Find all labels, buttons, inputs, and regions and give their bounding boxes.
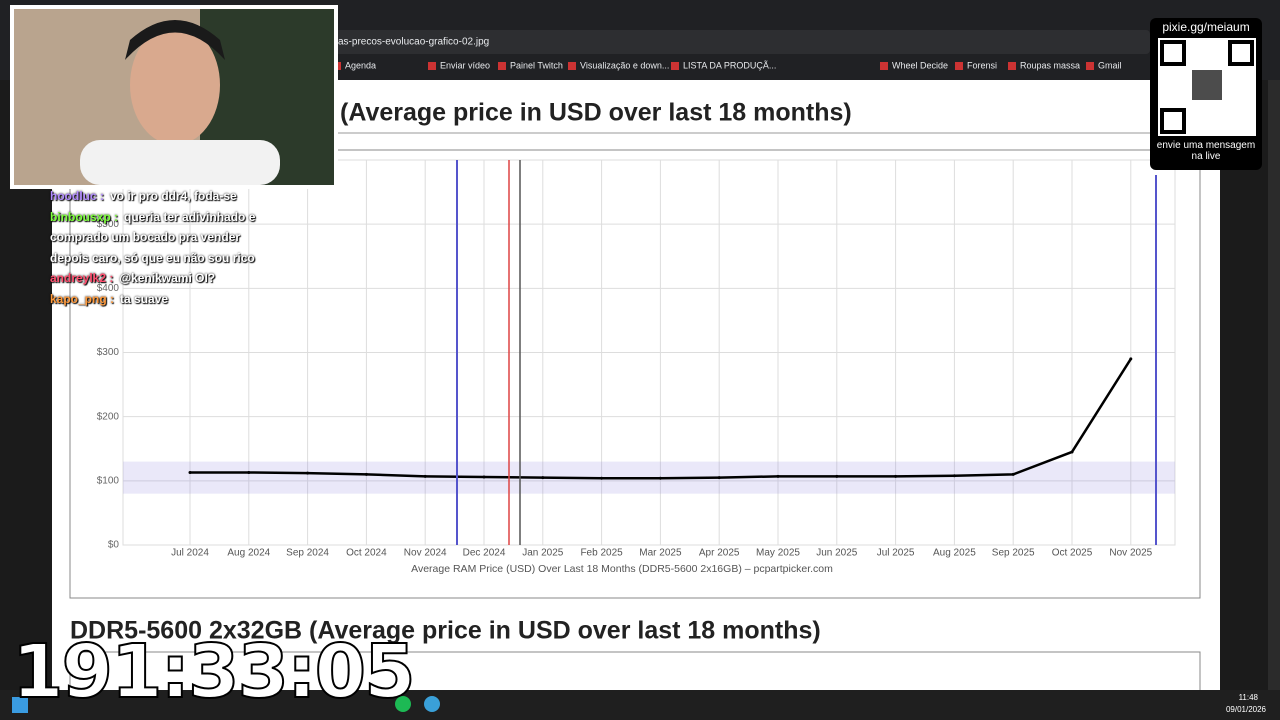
y-tick-label: $100 — [97, 475, 120, 486]
price-point — [835, 474, 839, 478]
chat-message: andreylk2 : @kenikwami OI? — [50, 268, 280, 289]
bookmark[interactable]: Gmail — [1098, 60, 1122, 70]
price-point — [1129, 357, 1133, 361]
price-point — [658, 476, 662, 480]
chart-caption: Average RAM Price (USD) Over Last 18 Mon… — [411, 563, 833, 575]
chat-user[interactable]: binbousxp : — [50, 209, 118, 224]
start-button[interactable] — [12, 697, 28, 713]
chat-text: ta suave — [120, 291, 169, 306]
price-point — [482, 475, 486, 479]
bookmark[interactable]: Visualização e down... — [580, 60, 669, 70]
price-point — [894, 474, 898, 478]
clock-time: 11:48 — [1239, 693, 1259, 702]
app-icon[interactable] — [424, 696, 440, 712]
x-tick-label: Aug 2024 — [227, 548, 270, 559]
x-tick-label: Mar 2025 — [639, 548, 682, 559]
tab-title: as-precos-evolucao-grafico-02.jpg — [338, 37, 489, 48]
price-point — [247, 470, 251, 474]
price-point — [717, 476, 721, 480]
bookmark-icon[interactable] — [1008, 62, 1016, 70]
app-icon[interactable] — [395, 696, 411, 712]
price-point — [306, 471, 310, 475]
qr-caption: envie uma mensagem na live — [1156, 140, 1256, 162]
price-point — [364, 472, 368, 476]
qr-caption-box: envie uma mensagem na live — [1156, 140, 1256, 162]
section-title: DDR5-5600 2x32GB (Average price in USD o… — [70, 617, 821, 645]
y-tick-label: $400 — [97, 283, 120, 294]
x-tick-label: Sep 2024 — [286, 548, 329, 559]
price-point — [776, 474, 780, 478]
bookmarks-bar: Agenda Enviar vídeo Painel Twitch Visualiza… — [333, 60, 1122, 70]
x-tick-label: Sep 2025 — [992, 548, 1035, 559]
bookmark-icon[interactable] — [498, 62, 506, 70]
chat-user[interactable]: hoodluc : — [50, 189, 104, 203]
x-tick-label: Oct 2024 — [346, 548, 387, 559]
bookmark[interactable]: Painel Twitch — [510, 60, 563, 70]
y-tick-label: $500 — [97, 219, 120, 230]
price-point — [423, 474, 427, 478]
y-tick-label: $300 — [97, 347, 120, 358]
x-tick-label: Aug 2025 — [933, 548, 976, 559]
price-point — [541, 476, 545, 480]
address-bar[interactable] — [330, 30, 1150, 54]
x-tick-label: Dec 2024 — [463, 548, 506, 559]
bookmark[interactable]: Wheel Decide — [892, 60, 948, 70]
x-tick-label: Jan 2025 — [522, 548, 564, 559]
x-tick-label: Nov 2024 — [404, 548, 447, 559]
price-point — [1011, 472, 1015, 476]
x-tick-label: Jun 2025 — [816, 548, 858, 559]
price-point — [952, 474, 956, 478]
webcam-face — [130, 25, 220, 145]
bookmark[interactable]: Agenda — [345, 60, 376, 70]
stream-timer: 191:33:05 — [11, 629, 417, 715]
x-tick-label: May 2025 — [756, 548, 800, 559]
chat-message: binbousxp : queria ter adivinhado e compr… — [50, 207, 280, 269]
bookmark[interactable]: LISTA DA PRODUÇÃ... — [683, 60, 776, 70]
qr-modules — [1192, 70, 1222, 100]
x-tick-label: Nov 2025 — [1109, 548, 1152, 559]
price-point — [188, 470, 192, 474]
chat-user[interactable]: kapo_png : — [50, 291, 115, 306]
chart-frame — [69, 149, 1201, 599]
chat-user[interactable]: andreylk2 : — [50, 271, 114, 285]
bookmark-icon[interactable] — [428, 62, 436, 70]
qr-finder — [1160, 40, 1186, 66]
bookmark-icon[interactable] — [671, 62, 679, 70]
bookmark[interactable]: Forensi — [967, 60, 997, 70]
bookmark-icon[interactable] — [880, 62, 888, 70]
x-tick-label: Jul 2025 — [877, 548, 915, 559]
section-title: (Average price in USD over last 18 month… — [340, 99, 852, 127]
bookmark[interactable]: Roupas massa — [1020, 60, 1080, 70]
x-tick-label: Oct 2025 — [1052, 548, 1093, 559]
clock-date: 09/01/2026 — [1226, 705, 1267, 714]
chat: hoodluc : vo ir pro ddr4, foda-se binbousx… — [50, 186, 280, 309]
taskbar — [0, 690, 1280, 720]
bookmark-icon[interactable] — [568, 62, 576, 70]
price-point — [1070, 450, 1074, 454]
y-tick-label: $200 — [97, 411, 120, 422]
chat-text: vo ir pro ddr4, foda-se — [110, 189, 237, 203]
chat-text: @kenikwami OI? — [119, 271, 216, 285]
bookmark-icon[interactable] — [1086, 62, 1094, 70]
bookmark[interactable]: Enviar vídeo — [440, 60, 490, 70]
webcam-hair — [125, 20, 225, 60]
price-point — [600, 476, 604, 480]
webcam-shirt — [80, 140, 280, 185]
y-tick-label: $0 — [108, 540, 120, 551]
x-tick-label: Feb 2025 — [580, 548, 623, 559]
chat-text: queria ter adivinhado e comprado um boca… — [50, 209, 256, 265]
qr-finder — [1228, 40, 1254, 66]
qr-url: pixie.gg/meiaum — [1162, 20, 1249, 34]
chat-message: kapo_png : ta suave — [50, 289, 280, 310]
bookmark-icon[interactable] — [955, 62, 963, 70]
chart: $0 $100 $200 $300 $400 $500 Jul 2024 Aug 2024 Se… — [97, 160, 1175, 559]
scrollbar[interactable] — [1268, 80, 1280, 690]
x-tick-label: Apr 2025 — [699, 548, 740, 559]
chat-message: hoodluc : vo ir pro ddr4, foda-se — [50, 186, 280, 207]
qr-finder — [1160, 108, 1186, 134]
x-tick-label: Jul 2024 — [171, 548, 209, 559]
